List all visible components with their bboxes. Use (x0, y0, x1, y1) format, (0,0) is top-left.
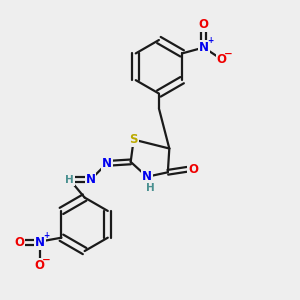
Text: O: O (188, 163, 198, 176)
Text: H: H (65, 175, 74, 185)
Text: H: H (146, 183, 154, 193)
Text: +: + (43, 231, 50, 240)
Text: O: O (217, 53, 226, 66)
Text: N: N (142, 170, 152, 183)
Text: O: O (199, 18, 209, 31)
Text: +: + (207, 36, 213, 45)
Text: O: O (35, 259, 45, 272)
Text: O: O (14, 236, 24, 249)
Text: N: N (199, 41, 209, 54)
Text: −: − (42, 255, 51, 265)
Text: S: S (129, 133, 138, 146)
Text: −: − (224, 49, 233, 59)
Text: N: N (85, 173, 96, 186)
Text: N: N (102, 157, 112, 170)
Text: N: N (35, 236, 45, 249)
